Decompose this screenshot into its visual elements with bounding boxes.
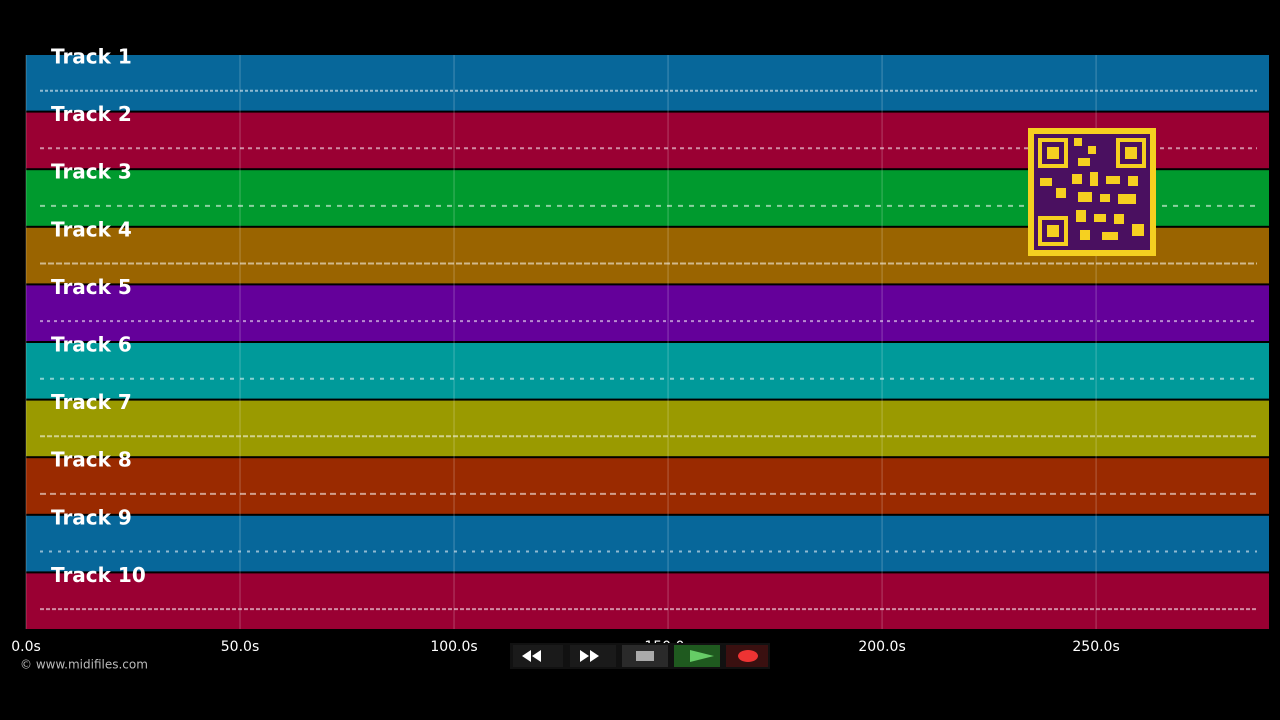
track-label: Track 8 bbox=[51, 448, 132, 472]
qr-code bbox=[1028, 128, 1156, 256]
track-lane bbox=[26, 515, 1269, 572]
track-lane bbox=[26, 400, 1269, 457]
track-lane bbox=[26, 458, 1269, 514]
copyright: © www.midifiles.com bbox=[20, 658, 148, 672]
track-label: Track 5 bbox=[51, 275, 132, 299]
track-label: Track 9 bbox=[51, 505, 132, 529]
record-button[interactable] bbox=[726, 645, 768, 667]
tick-label: 100.0s bbox=[430, 639, 477, 655]
track-label: Track 4 bbox=[51, 217, 132, 241]
track-lane bbox=[26, 285, 1269, 341]
transport bbox=[510, 643, 770, 669]
forward-button[interactable] bbox=[570, 645, 616, 667]
track-label: Track 2 bbox=[51, 102, 132, 126]
tick-label: 250.0s bbox=[1072, 639, 1119, 655]
stop-button[interactable] bbox=[622, 645, 668, 667]
track-lane bbox=[26, 55, 1269, 111]
play-button[interactable] bbox=[674, 645, 720, 667]
tick-label: 0.0s bbox=[11, 639, 41, 655]
track-label: Track 6 bbox=[51, 333, 132, 357]
rewind-button[interactable] bbox=[513, 645, 563, 667]
track-labels: Track 1 Track 2 Track 3 Track 4 Track 5 Track… bbox=[51, 45, 146, 587]
track-label: Track 10 bbox=[51, 563, 146, 587]
track-label: Track 3 bbox=[51, 160, 132, 184]
track-label: Track 1 bbox=[51, 45, 132, 69]
track-lane bbox=[26, 573, 1269, 629]
track-label: Track 7 bbox=[51, 390, 132, 414]
tick-label: 50.0s bbox=[221, 639, 259, 655]
tick-label: 200.0s bbox=[858, 639, 905, 655]
track-lane bbox=[26, 343, 1269, 399]
